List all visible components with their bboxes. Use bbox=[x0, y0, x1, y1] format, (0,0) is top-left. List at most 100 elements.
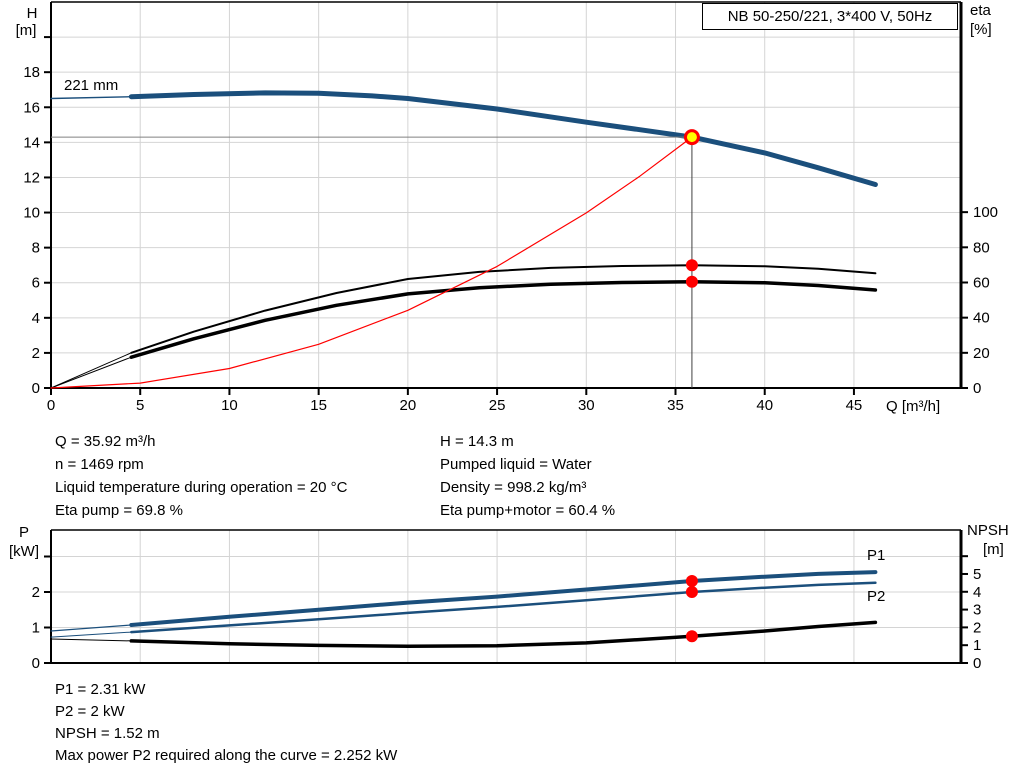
duty-point[interactable] bbox=[683, 129, 700, 146]
power-npsh-chart-series bbox=[50, 570, 878, 649]
power-info: P1 = 2.31 kW P2 = 2 kW NPSH = 1.52 m Max… bbox=[55, 679, 397, 767]
hq-eta-chart-left-axis-title: [m] bbox=[16, 22, 37, 39]
tick-label-right: 100 bbox=[973, 204, 998, 221]
tick-label-left: 12 bbox=[23, 169, 40, 186]
eta-pump-point[interactable] bbox=[685, 259, 698, 272]
tick-label-right: 0 bbox=[973, 380, 981, 397]
hq-eta-chart-frame bbox=[50, 1, 963, 389]
tick-label-x: 35 bbox=[667, 397, 684, 414]
hq-eta-chart-right-axis-title: [%] bbox=[970, 21, 992, 38]
eta-pump-motor-lead[interactable] bbox=[50, 356, 132, 389]
tick-label-x: 40 bbox=[756, 397, 773, 414]
info-speed: n = 1469 rpm bbox=[55, 456, 144, 473]
info-p1: P1 = 2.31 kW bbox=[55, 681, 146, 698]
hq-eta-chart: 0 2 4 6 8 10 12 14 16 18 0 20 40 60 80 100 0 5 10 15 20 25 30 3… bbox=[16, 1, 998, 415]
duty-info-left: Q = 35.92 m³/h n = 1469 rpm Liquid tempe… bbox=[55, 430, 347, 522]
hq-eta-chart-ticks: 0 2 4 6 8 10 12 14 16 18 0 20 40 60 80 100 0 5 10 15 20 25 30 3… bbox=[23, 36, 998, 414]
tick-label-x: 25 bbox=[489, 397, 506, 414]
info-flow: Q = 35.92 m³/h bbox=[55, 433, 156, 450]
info-liquid-temperature: Liquid temperature during operation = 20… bbox=[55, 479, 348, 496]
hq-eta-chart-annotations: 221 mm bbox=[64, 77, 118, 94]
hq-eta-chart-ref-lines bbox=[51, 136, 693, 388]
tick-label-left: 10 bbox=[23, 205, 40, 222]
tick-label-right: 2 bbox=[973, 619, 981, 636]
hq-eta-chart-axis-titles: H[m] eta [%] Q [m³/h] bbox=[16, 2, 992, 415]
tick-label-left: 16 bbox=[23, 99, 40, 116]
p1-point[interactable] bbox=[685, 574, 698, 587]
tick-label-right: 40 bbox=[973, 310, 990, 327]
npsh-point[interactable] bbox=[685, 630, 698, 643]
tick-label-left: 4 bbox=[32, 310, 40, 327]
tick-label-left: 8 bbox=[32, 240, 40, 257]
tick-label-right: 3 bbox=[973, 602, 981, 619]
hq-eta-chart-grid bbox=[51, 2, 961, 388]
info-density: Density = 998.2 kg/m³ bbox=[440, 479, 587, 496]
hq-eta-chart-left-axis-title: H bbox=[27, 5, 38, 22]
info-pumped-liquid: Pumped liquid = Water bbox=[440, 456, 592, 473]
tick-label-x: 5 bbox=[136, 397, 144, 414]
tick-label-right: 1 bbox=[973, 637, 981, 654]
tick-label-left: 2 bbox=[32, 584, 40, 601]
tick-label-x: 30 bbox=[578, 397, 595, 414]
hq-eta-chart-markers bbox=[683, 129, 700, 288]
tick-label-x: 15 bbox=[310, 397, 327, 414]
pump-title-box: NB 50-250/221, 3*400 V, 50Hz bbox=[702, 3, 958, 30]
p1-curve-label: P1 bbox=[867, 547, 885, 564]
tick-label-right: 0 bbox=[973, 655, 981, 672]
tick-label-left: 14 bbox=[23, 134, 40, 151]
hq-curve-221mm[interactable] bbox=[128, 90, 878, 187]
eta-pump-lead[interactable] bbox=[50, 352, 132, 389]
eta-pump-curve[interactable] bbox=[130, 264, 877, 354]
power-npsh-chart-annotations: P1 P2 bbox=[867, 547, 885, 605]
power-npsh-chart-left-axis-title: [kW] bbox=[9, 543, 39, 560]
hq-eta-chart-series bbox=[50, 90, 878, 389]
tick-label-left: 2 bbox=[32, 345, 40, 362]
p2-point[interactable] bbox=[685, 585, 698, 598]
tick-label-x: 20 bbox=[400, 397, 417, 414]
tick-label-right: 60 bbox=[973, 274, 990, 291]
info-eta-pump-motor: Eta pump+motor = 60.4 % bbox=[440, 502, 616, 519]
tick-label-x: 45 bbox=[846, 397, 863, 414]
info-eta-pump: Eta pump = 69.8 % bbox=[55, 502, 183, 519]
duty-info-right: H = 14.3 m Pumped liquid = Water Density… bbox=[440, 430, 615, 522]
tick-label-right: 20 bbox=[973, 345, 990, 362]
impeller-diameter-label: 221 mm bbox=[64, 77, 118, 94]
tick-label-left: 0 bbox=[32, 380, 40, 397]
p2-curve[interactable] bbox=[130, 581, 877, 634]
x-axis-title: Q [m³/h] bbox=[886, 398, 940, 415]
p2-curve-label: P2 bbox=[867, 588, 885, 605]
hq-curve-lead[interactable] bbox=[50, 95, 133, 100]
eta-pump-motor-point[interactable] bbox=[685, 275, 698, 288]
tick-label-left: 0 bbox=[32, 655, 40, 672]
npsh-curve[interactable] bbox=[129, 620, 878, 649]
power-npsh-chart-axis-titles: P [kW] NPSH [m] bbox=[9, 522, 1009, 560]
system-curve[interactable] bbox=[50, 136, 693, 389]
tick-label-left: 1 bbox=[32, 619, 40, 636]
npsh-curve-lead[interactable] bbox=[50, 638, 132, 642]
tick-label-left: 6 bbox=[32, 275, 40, 292]
info-head: H = 14.3 m bbox=[440, 433, 514, 450]
info-max-power: Max power P2 required along the curve = … bbox=[55, 747, 398, 764]
info-npsh: NPSH = 1.52 m bbox=[55, 725, 160, 742]
power-npsh-chart-left-axis-title: P bbox=[19, 524, 29, 541]
tick-label-right: 5 bbox=[973, 566, 981, 583]
power-npsh-chart-right-axis-title: [m] bbox=[983, 541, 1004, 558]
p1-curve[interactable] bbox=[129, 570, 878, 627]
power-npsh-chart-markers bbox=[685, 574, 698, 643]
pump-title: NB 50-250/221, 3*400 V, 50Hz bbox=[727, 8, 933, 25]
eta-pump-motor-curve[interactable] bbox=[129, 280, 878, 359]
power-npsh-chart-right-axis-title: NPSH bbox=[967, 522, 1009, 539]
tick-label-right: 4 bbox=[973, 584, 981, 601]
p2-curve-lead[interactable] bbox=[50, 631, 132, 638]
tick-label-left: 18 bbox=[23, 64, 40, 81]
tick-label-x: 10 bbox=[221, 397, 238, 414]
info-p2: P2 = 2 kW bbox=[55, 703, 125, 720]
p1-curve-lead[interactable] bbox=[50, 624, 132, 632]
tick-label-x: 0 bbox=[47, 397, 55, 414]
power-npsh-chart-frame bbox=[50, 529, 963, 664]
tick-label-right: 80 bbox=[973, 239, 990, 256]
